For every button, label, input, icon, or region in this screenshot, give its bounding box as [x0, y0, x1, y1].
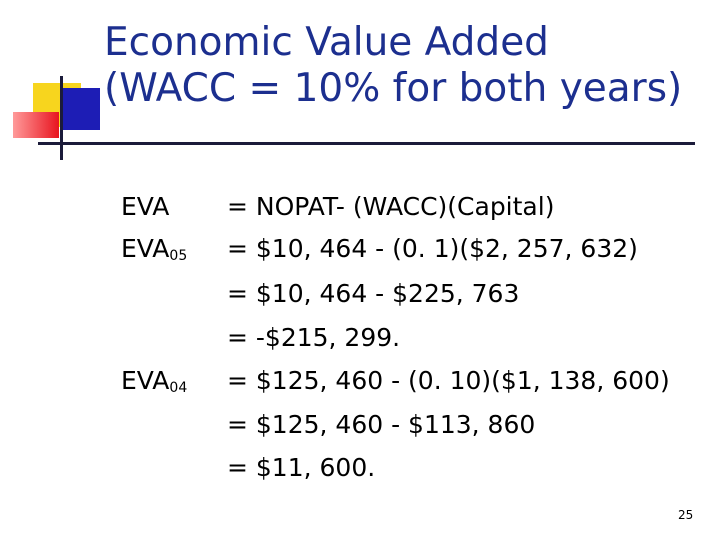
eva05-label: EVA05: [121, 234, 187, 264]
slide-title-line-1: Economic Value Added: [104, 20, 549, 65]
decor-vertical-rule: [60, 76, 63, 160]
decor-blue-square: [62, 88, 100, 130]
eva04-label: EVA04: [121, 366, 187, 396]
title-underline-rule: [38, 142, 695, 145]
decor-red-square: [13, 112, 59, 138]
eva04-calc-line-1: = $125, 460 - (0. 10)($1, 138, 600): [227, 366, 670, 395]
eva04-subscript: 04: [169, 380, 188, 396]
eva-label: EVA: [121, 192, 170, 221]
eva05-subscript: 05: [169, 248, 188, 264]
eva04-label-text: EVA: [121, 366, 170, 395]
eva04-result: = $11, 600.: [227, 453, 376, 482]
eva05-label-text: EVA: [121, 234, 170, 263]
eva04-calc-line-2: = $125, 460 - $113, 860: [227, 410, 536, 439]
eva05-calc-line-2: = $10, 464 - $225, 763: [227, 279, 520, 308]
eva05-calc-line-1: = $10, 464 - (0. 1)($2, 257, 632): [227, 234, 638, 263]
slide-title-line-2: (WACC = 10% for both years): [104, 66, 683, 111]
slide-title: Economic Value Added (WACC = 10% for bot…: [104, 20, 682, 112]
eva05-result: = -$215, 299.: [227, 323, 401, 352]
eva-formula: = NOPAT- (WACC)(Capital): [227, 192, 555, 221]
page-number: 25: [678, 508, 694, 522]
